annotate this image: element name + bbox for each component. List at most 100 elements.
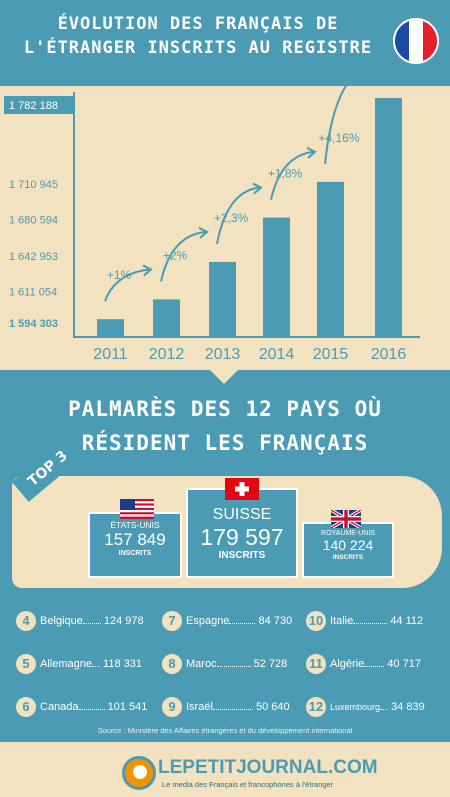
palmares-line-1: Palmarès des 12 pays où xyxy=(68,397,382,421)
rank-country: Italie xyxy=(330,615,354,627)
rank-number: 5 xyxy=(16,654,36,675)
bar-chart: 1 594 303 1 611 054 1 642 953 1 680 594 1 71… xyxy=(4,86,420,363)
podium-unit: INSCRITS xyxy=(332,554,364,561)
rank-value: 124 978 xyxy=(103,615,144,627)
growth-label: +2% xyxy=(163,248,188,262)
us-flag-icon xyxy=(120,499,154,519)
rank-value: 84 730 xyxy=(258,615,293,627)
podium-country: ROYAUME-UNIS xyxy=(321,530,375,537)
rank-number: 11 xyxy=(306,654,326,675)
list-item: 10 Italie 44 112 xyxy=(306,610,423,632)
tick-label: 2013 xyxy=(205,346,241,363)
rank-value: 34 839 xyxy=(391,701,425,713)
swiss-flag-icon xyxy=(225,478,259,500)
rank-number: 12 xyxy=(306,697,326,718)
list-item: 4 Belgique 124 978 xyxy=(16,610,144,632)
rank-value: 101 541 xyxy=(107,701,148,713)
list-item: 5 Allemagne 118 331 xyxy=(16,653,142,675)
value-label: 1 680 594 xyxy=(9,215,58,227)
rank-number: 10 xyxy=(306,611,326,632)
brand-tagline: Le media des Français et francophones à … xyxy=(162,780,334,789)
growth-arrowhead xyxy=(142,264,153,277)
rank-number: 6 xyxy=(16,697,36,718)
value-label-box xyxy=(4,96,74,114)
ranking-list: 4 Belgique 124 978 5 Allemagne 118 331 6 Ca… xyxy=(0,604,450,720)
rank-country: Allemagne xyxy=(40,658,92,670)
title-line-1: Évolution des Français de xyxy=(57,14,339,34)
growth-arrow xyxy=(216,186,260,245)
list-item: 7 Espagne 84 730 xyxy=(162,610,292,632)
rank-country: Israël xyxy=(186,701,213,713)
chart-area: 1 594 303 1 611 054 1 642 953 1 680 594 1 71… xyxy=(0,86,450,370)
growth-arrow xyxy=(160,230,206,282)
podium-value: 179 597 xyxy=(200,524,284,550)
tick-label: 2014 xyxy=(259,346,295,363)
growth-label: +2,3% xyxy=(214,211,249,225)
bar-2012 xyxy=(153,299,180,336)
value-label: 1 611 054 xyxy=(9,286,57,298)
rank-number: 4 xyxy=(16,611,36,632)
rank-country: Belgique xyxy=(40,615,83,627)
tick-label: 2012 xyxy=(149,346,185,363)
footer xyxy=(0,742,450,797)
podium-suisse: SUISSE 179 597 INSCRITS xyxy=(186,488,298,578)
podium-country: ÉTATS-UNIS xyxy=(110,520,160,530)
podium-unit: INSCRITS xyxy=(218,550,266,561)
tick-label: 2015 xyxy=(313,346,349,363)
rank-number: 8 xyxy=(162,654,182,675)
value-label: 1 710 945 xyxy=(9,179,58,191)
value-label: 1 782 188 xyxy=(9,100,58,112)
value-label: 1 642 953 xyxy=(9,251,58,263)
growth-arrow xyxy=(104,268,150,302)
growth-arrowhead xyxy=(252,182,263,195)
source-note: Source : Ministère des Affaires étrangèr… xyxy=(97,726,353,735)
rank-value: 52 728 xyxy=(253,658,288,670)
logo-icon xyxy=(122,756,156,790)
uk-flag-icon xyxy=(331,510,361,528)
rank-value: 44 112 xyxy=(390,615,424,627)
list-item: 9 Israël 50 640 xyxy=(162,696,290,718)
list-item: 12 Luxembourg 34 839 xyxy=(306,696,425,718)
page-title: Évolution des Français de l'étranger ins… xyxy=(8,12,388,60)
header xyxy=(0,0,450,80)
podium-uk: ROYAUME-UNIS 140 224 INSCRITS xyxy=(302,522,394,578)
podium-value: 157 849 xyxy=(104,530,166,549)
growth-label: +1,8% xyxy=(268,167,303,181)
rank-value: 118 331 xyxy=(103,658,142,670)
rank-number: 9 xyxy=(162,697,182,718)
bar-2013 xyxy=(209,261,236,336)
rank-country: Canada xyxy=(40,701,79,713)
list-item: 8 Maroc 52 728 xyxy=(162,653,287,675)
podium-usa: ÉTATS-UNIS 157 849 INSCRITS xyxy=(88,512,182,578)
growth-arrowhead xyxy=(306,146,317,159)
growth-arrowhead xyxy=(198,227,209,239)
palmares-title: Palmarès des 12 pays où résident les Fra… xyxy=(0,392,450,460)
growth-label: +1% xyxy=(107,268,132,282)
rank-country: Maroc xyxy=(186,658,217,670)
rank-value: 50 640 xyxy=(255,701,290,713)
rank-country: Algérie xyxy=(330,658,365,670)
rank-country: Espagne xyxy=(186,615,230,627)
value-label: 1 594 303 xyxy=(9,318,58,330)
podium-country: SUISSE xyxy=(212,506,272,523)
list-item: 11 Algérie 40 717 xyxy=(306,653,421,675)
bar-2011 xyxy=(97,319,124,336)
podium-unit: INSCRITS xyxy=(118,550,152,557)
growth-arrow xyxy=(270,150,314,200)
french-flag-icon xyxy=(393,18,439,64)
podium-value: 140 224 xyxy=(322,537,374,553)
chart-pointer xyxy=(210,370,238,384)
growth-label: +4,16% xyxy=(318,131,359,145)
bar-2016 xyxy=(375,98,402,336)
growth-arrow xyxy=(324,86,348,164)
tick-label: 2011 xyxy=(93,346,128,363)
rank-country: Luxembourg xyxy=(330,702,381,712)
palmares-line-2: résident les Français xyxy=(81,431,369,455)
brand-name: LEPETITJOURNAL.COM xyxy=(158,757,378,778)
rank-value: 40 717 xyxy=(387,658,421,670)
bar-2014 xyxy=(263,217,290,336)
bar-2015 xyxy=(317,181,344,336)
rank-number: 7 xyxy=(162,611,182,632)
list-item: 6 Canada 101 541 xyxy=(16,696,147,718)
title-line-2: l'étranger inscrits au registre xyxy=(23,38,373,58)
